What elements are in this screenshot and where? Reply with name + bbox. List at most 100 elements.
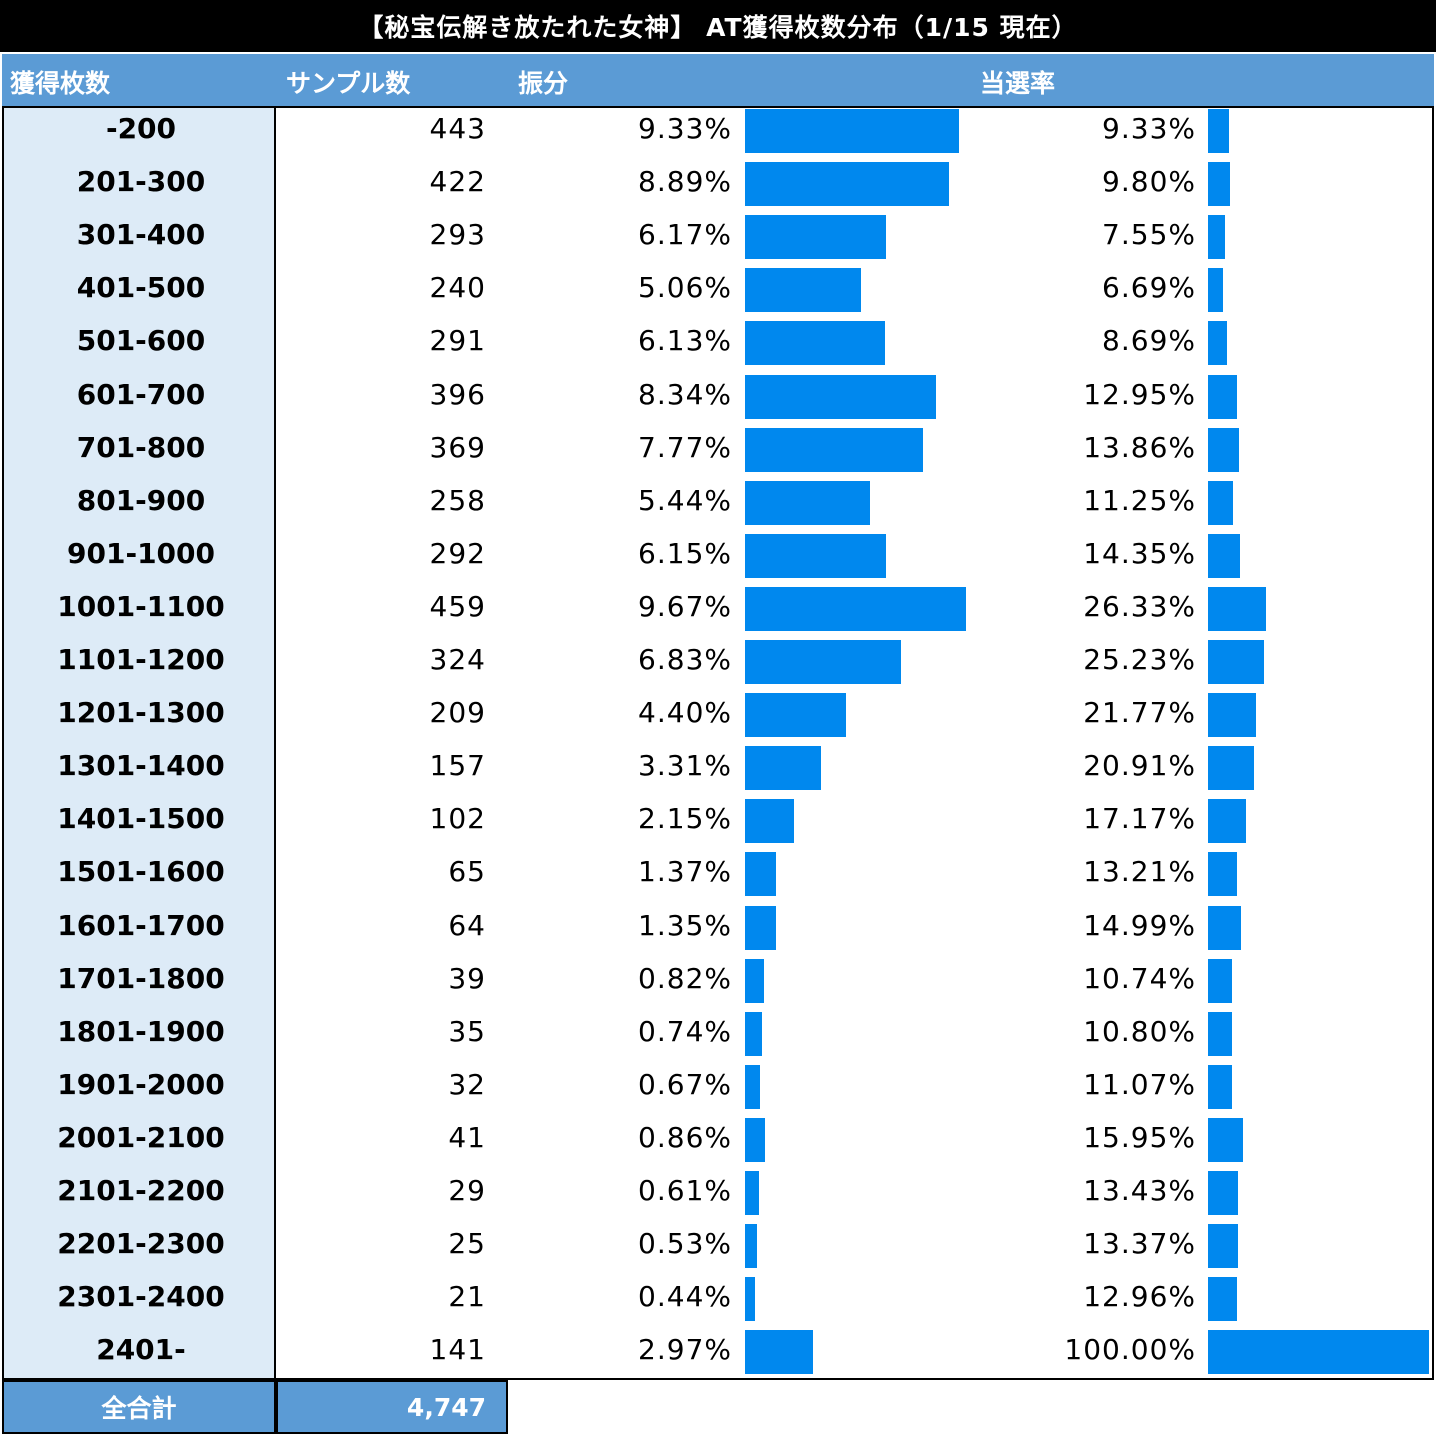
table-row: 501-600 291 6.13% 8.69% — [0, 318, 1436, 371]
sample-count: 64 — [448, 908, 486, 942]
hit-rate-label: 10.74% — [1083, 961, 1196, 995]
distribution-label: 2.15% — [638, 802, 732, 836]
sample-count: 209 — [429, 696, 486, 730]
distribution-label: 0.53% — [638, 1227, 732, 1261]
distribution-label: 4.40% — [638, 696, 732, 730]
chart-title: 【秘宝伝解き放たれた女神】 AT獲得枚数分布（1/15 現在） — [0, 0, 1436, 52]
hit-rate-bar — [1208, 1277, 1237, 1322]
hit-rate-bar — [1208, 1330, 1429, 1375]
distribution-label: 0.74% — [638, 1014, 732, 1048]
footer-total-label: 全合計 — [2, 1380, 276, 1434]
distribution-bar — [745, 1224, 758, 1269]
hit-rate-label: 7.55% — [1102, 218, 1196, 252]
range-column — [2, 106, 276, 1380]
hit-rate-label: 12.95% — [1083, 377, 1196, 411]
distribution-bar — [745, 109, 959, 153]
sample-count: 291 — [429, 324, 486, 358]
distribution-label: 0.44% — [638, 1280, 732, 1314]
sample-count: 292 — [429, 536, 486, 570]
hit-rate-bar — [1208, 268, 1223, 313]
distribution-bar — [745, 1011, 762, 1056]
distribution-bar — [745, 640, 902, 684]
header-distribution: 振分 — [518, 69, 569, 98]
table-row: 2201-2300 25 0.53% 13.37% — [0, 1221, 1436, 1274]
sample-count: 39 — [448, 961, 486, 995]
table-row: 1801-1900 35 0.74% 10.80% — [0, 1009, 1436, 1062]
distribution-label: 0.86% — [638, 1120, 732, 1154]
range-label: -200 — [105, 112, 177, 145]
hit-rate-bar — [1208, 109, 1229, 153]
hit-rate-bar — [1208, 586, 1267, 631]
range-label: 201-300 — [76, 165, 206, 199]
table-row: 801-900 258 5.44% 11.25% — [0, 478, 1436, 531]
distribution-bar — [745, 162, 949, 207]
hit-rate-label: 21.77% — [1083, 696, 1196, 730]
sample-count: 25 — [448, 1227, 486, 1261]
hit-rate-label: 13.21% — [1083, 855, 1196, 889]
distribution-label: 6.15% — [638, 536, 732, 570]
table-row: 601-700 396 8.34% 12.95% — [0, 372, 1436, 425]
distribution-label: 3.31% — [638, 749, 732, 783]
hit-rate-label: 13.37% — [1083, 1227, 1196, 1261]
range-label: 601-700 — [76, 377, 206, 411]
hit-rate-bar — [1208, 162, 1230, 207]
distribution-bar — [745, 746, 821, 791]
distribution-bar — [745, 215, 887, 260]
hit-rate-bar — [1208, 746, 1255, 791]
hit-rate-bar — [1208, 374, 1237, 419]
range-label: 1401-1500 — [57, 802, 225, 836]
hit-rate-label: 25.23% — [1083, 643, 1196, 676]
range-label: 1001-1100 — [57, 589, 225, 623]
table-row: 901-1000 292 6.15% 14.35% — [0, 531, 1436, 584]
sample-count: 41 — [448, 1120, 486, 1154]
hit-rate-bar — [1208, 1117, 1244, 1162]
distribution-bar — [745, 905, 776, 950]
hit-rate-bar — [1208, 1171, 1238, 1215]
hit-rate-bar — [1208, 852, 1238, 897]
sample-count: 157 — [429, 749, 486, 783]
distribution-bar — [745, 1117, 765, 1162]
sample-count: 35 — [448, 1014, 486, 1048]
range-label: 1601-1700 — [57, 908, 225, 942]
sample-count: 102 — [429, 802, 486, 836]
table-row: 2301-2400 21 0.44% 12.96% — [0, 1274, 1436, 1327]
distribution-label: 5.06% — [638, 271, 732, 305]
distribution-bar — [745, 533, 886, 578]
table-row: 201-300 422 8.89% 9.80% — [0, 159, 1436, 212]
range-label: 1201-1300 — [57, 696, 225, 730]
sample-count: 258 — [429, 483, 486, 517]
sample-count: 141 — [429, 1333, 486, 1367]
hit-rate-bar — [1208, 321, 1228, 366]
hit-rate-bar — [1208, 1064, 1233, 1109]
footer-total-value: 4,747 — [276, 1380, 508, 1434]
distribution-bar — [745, 480, 870, 525]
range-label: 1901-2000 — [57, 1067, 225, 1101]
hit-rate-label: 6.69% — [1102, 271, 1196, 305]
range-label: 901-1000 — [67, 536, 215, 570]
hit-rate-bar — [1208, 799, 1246, 844]
distribution-label: 2.97% — [638, 1333, 732, 1367]
distribution-bar — [745, 693, 846, 738]
hit-rate-bar — [1208, 1011, 1232, 1056]
range-label: 1801-1900 — [57, 1014, 225, 1048]
distribution-bar — [745, 374, 936, 419]
hit-rate-label: 9.80% — [1102, 165, 1196, 199]
sample-count: 240 — [429, 271, 486, 305]
sample-count: 29 — [448, 1174, 486, 1207]
hit-rate-bar — [1208, 640, 1264, 684]
table-row: -200 443 9.33% 9.33% — [0, 106, 1436, 159]
hit-rate-label: 14.35% — [1083, 536, 1196, 570]
sample-count: 293 — [429, 218, 486, 252]
range-label: 2001-2100 — [57, 1120, 225, 1154]
hit-rate-label: 17.17% — [1083, 802, 1196, 836]
range-label: 2401- — [96, 1333, 186, 1367]
distribution-label: 1.37% — [638, 855, 732, 889]
hit-rate-label: 9.33% — [1102, 112, 1196, 145]
distribution-label: 7.77% — [638, 430, 732, 464]
header-range: 獲得枚数 — [10, 69, 111, 98]
distribution-label: 9.33% — [638, 112, 732, 145]
distribution-bar — [745, 1171, 759, 1215]
header-hit-rate: 当選率 — [980, 69, 1056, 98]
hit-rate-bar — [1208, 533, 1240, 578]
range-label: 2301-2400 — [57, 1280, 225, 1314]
